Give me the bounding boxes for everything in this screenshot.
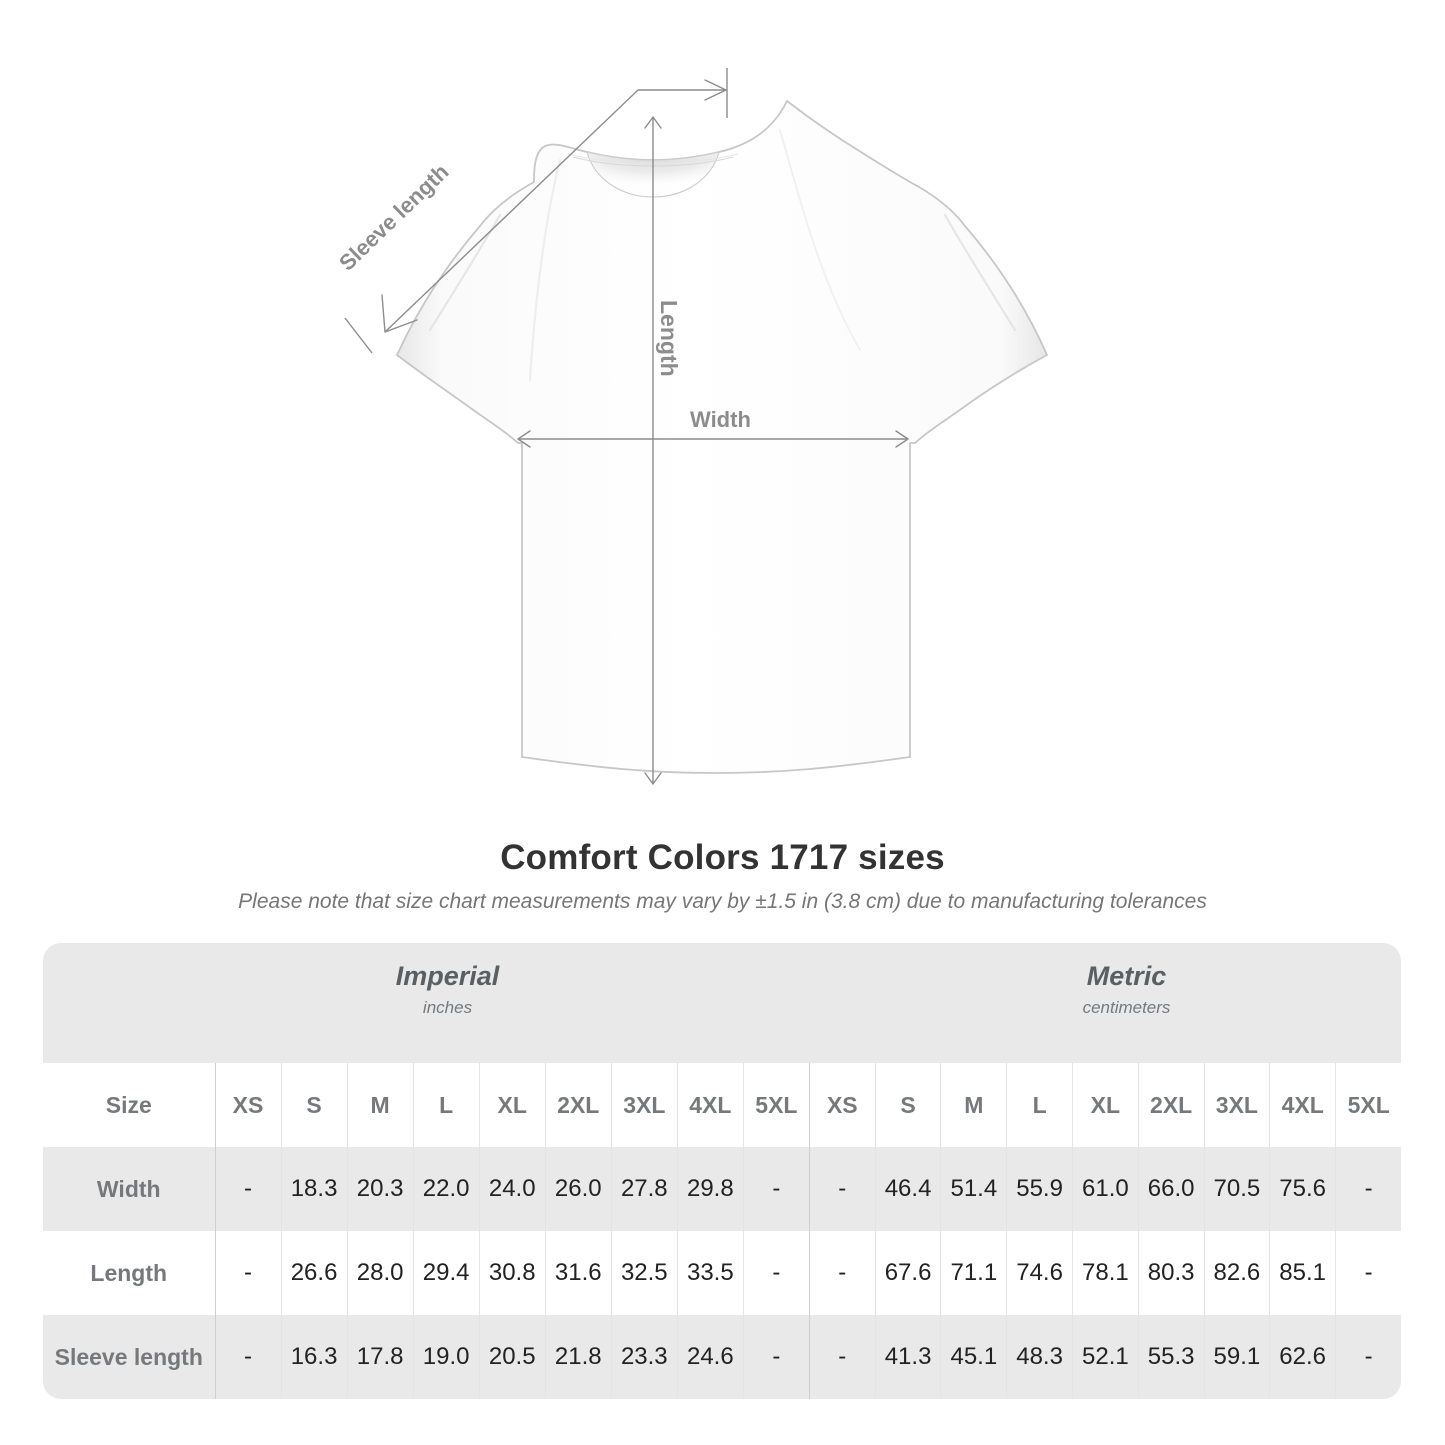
svg-text:Sleeve length: Sleeve length — [334, 159, 453, 276]
svg-text:Length: Length — [656, 300, 682, 377]
svg-text:Width: Width — [690, 407, 751, 432]
